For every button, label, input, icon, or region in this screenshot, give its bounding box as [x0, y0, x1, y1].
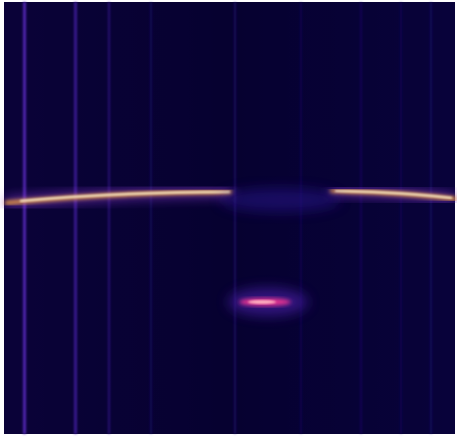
- page: [0, 0, 457, 440]
- signal-spot: [228, 288, 308, 316]
- background: [4, 2, 455, 434]
- spectrogram-image: [0, 0, 457, 440]
